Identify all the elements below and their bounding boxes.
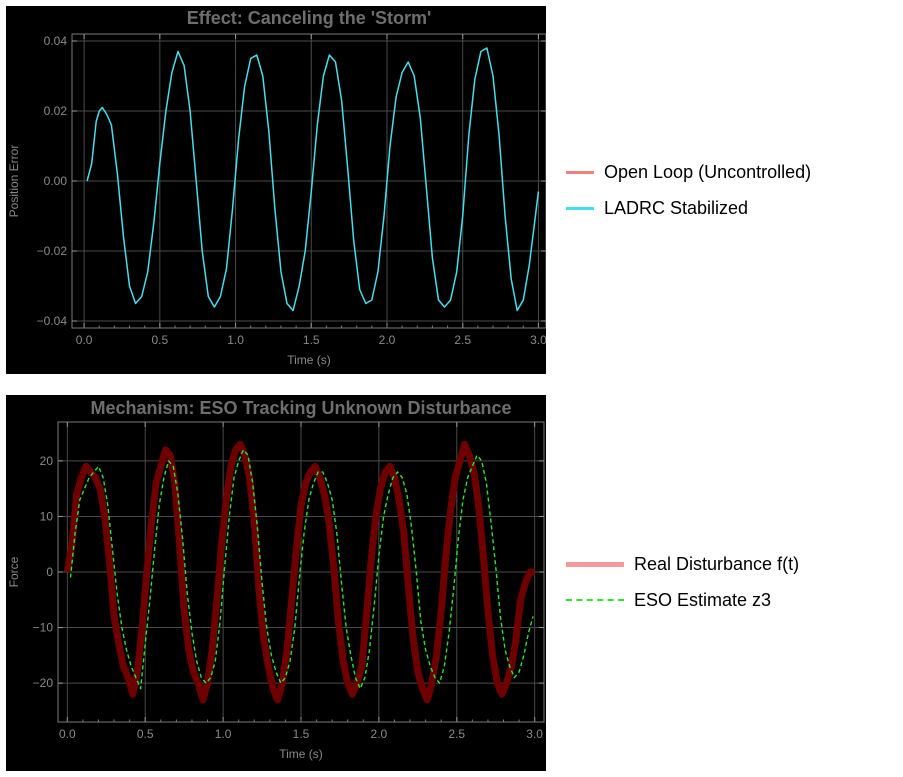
legend-swatch-ladrc (566, 206, 594, 210)
legend-label-open-loop: Open Loop (Uncontrolled) (604, 161, 812, 182)
legend-label-eso-estimate: ESO Estimate z3 (634, 589, 772, 610)
x-tick-label: 0.5 (151, 333, 168, 347)
y-tick-label: 10 (40, 509, 54, 523)
chart-title: Mechanism: ESO Tracking Unknown Disturba… (90, 398, 511, 418)
legend-item-ladrc: LADRC Stabilized (566, 190, 811, 226)
x-tick-label: 0.5 (137, 727, 154, 741)
x-tick-label: 2.0 (379, 333, 396, 347)
x-tick-label: 3.0 (530, 333, 546, 347)
y-tick-label: 0.02 (44, 104, 68, 118)
bottom-chart-legend: Real Disturbance f(t) ESO Estimate z3 (566, 546, 799, 618)
legend-swatch-eso-estimate (566, 599, 624, 601)
y-tick-label: −20 (33, 676, 54, 690)
y-axis-label: Position Error (7, 145, 21, 218)
x-tick-label: 1.0 (215, 727, 232, 741)
chart-title: Effect: Canceling the 'Storm' (187, 8, 432, 28)
y-tick-label: 0 (46, 565, 53, 579)
x-tick-label: 2.5 (454, 333, 471, 347)
x-tick-label: 2.5 (448, 727, 465, 741)
x-tick-label: 2.0 (371, 727, 388, 741)
series-line-ladrc-stabilized (86, 47, 540, 312)
top-chart: Effect: Canceling the 'Storm' 0.0 0.5 1.0 1.… (7, 8, 546, 367)
x-tick-label: 0.0 (59, 727, 76, 741)
y-tick-label: 0.00 (44, 174, 68, 188)
y-tick-label: 0.04 (44, 34, 68, 48)
legend-item-open-loop: Open Loop (Uncontrolled) (566, 154, 811, 190)
y-axis-label: Force (7, 556, 21, 587)
bottom-chart-panel: Mechanism: ESO Tracking Unknown Disturba… (6, 395, 546, 771)
x-axis-label: Time (s) (287, 353, 331, 367)
y-tick-label: −0.02 (37, 244, 68, 258)
legend-swatch-real-disturbance (566, 561, 624, 567)
series-line-real-disturbance-f-t- (63, 440, 535, 704)
x-tick-label: 1.5 (293, 727, 310, 741)
top-chart-legend: Open Loop (Uncontrolled) LADRC Stabilize… (566, 154, 811, 226)
x-tick-label: 3.0 (526, 727, 543, 741)
x-tick-label: 1.5 (303, 333, 320, 347)
legend-swatch-open-loop (566, 170, 594, 174)
legend-item-real-disturbance: Real Disturbance f(t) (566, 546, 799, 582)
y-tick-label: −10 (33, 621, 54, 635)
x-axis-label: Time (s) (279, 747, 323, 761)
x-tick-label: 0.0 (76, 333, 93, 347)
top-chart-panel: Effect: Canceling the 'Storm' 0.0 0.5 1.0 1.… (6, 6, 546, 374)
bottom-chart: Mechanism: ESO Tracking Unknown Disturba… (7, 398, 545, 761)
y-tick-label: −0.04 (37, 314, 68, 328)
y-tick-label: 20 (40, 454, 54, 468)
x-tick-label: 1.0 (227, 333, 244, 347)
legend-label-ladrc: LADRC Stabilized (604, 197, 749, 218)
series-line-eso-estimate-z3 (69, 449, 534, 690)
legend-label-real-disturbance: Real Disturbance f(t) (634, 553, 800, 574)
legend-item-eso-estimate: ESO Estimate z3 (566, 582, 799, 618)
